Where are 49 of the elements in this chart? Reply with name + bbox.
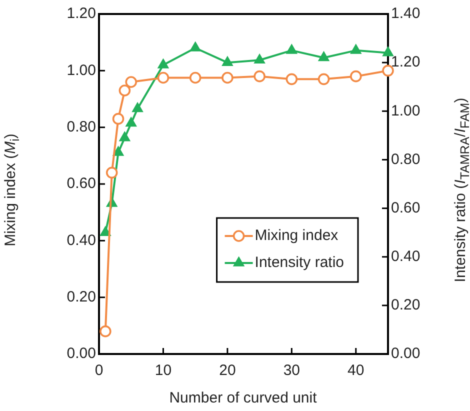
- point: [106, 166, 118, 179]
- x-tick-label: 40: [348, 362, 364, 380]
- point: [158, 59, 168, 68]
- point: [118, 84, 131, 96]
- point: [254, 54, 265, 64]
- y-tick-label: 0.20: [66, 288, 96, 306]
- y2-tick-label: 0.40: [391, 248, 420, 265]
- point: [112, 112, 124, 125]
- point: [254, 70, 266, 82]
- y2-tick-label: 0.80: [391, 150, 420, 168]
- x-tick-label: 10: [154, 362, 172, 380]
- x-axis-title: Number of curved unit: [169, 390, 317, 406]
- point: [119, 132, 130, 142]
- y-tick-label: 0.60: [66, 175, 96, 192]
- y-tick-label: 0.80: [66, 118, 96, 136]
- point: [125, 76, 138, 88]
- y-tick-label: 0.40: [66, 232, 96, 249]
- point: [318, 52, 330, 62]
- legend-label: Intensity ratio: [254, 254, 344, 272]
- x-tick-label: 30: [283, 362, 300, 380]
- point: [382, 64, 394, 77]
- y2-tick-label: 0.00: [391, 345, 420, 362]
- y2-tick-label: 0.60: [391, 199, 420, 216]
- point: [100, 226, 111, 236]
- point: [286, 73, 298, 86]
- point: [157, 72, 170, 84]
- point: [190, 42, 201, 52]
- y2-tick-label: 0.20: [391, 296, 420, 314]
- point: [189, 72, 202, 84]
- y-tick-label: 1.00: [66, 62, 96, 79]
- x-tick-label: 20: [219, 362, 236, 380]
- point: [318, 73, 330, 86]
- point: [286, 44, 297, 54]
- y-tick-label: 1.20: [66, 5, 96, 22]
- point: [350, 44, 362, 54]
- point: [100, 325, 112, 338]
- point: [222, 72, 234, 84]
- y2-tick-label: 1.40: [391, 5, 420, 22]
- y2-tick-label: 1.20: [391, 54, 420, 71]
- point: [382, 46, 394, 56]
- point: [126, 117, 136, 127]
- x-tick-label: 0: [94, 362, 104, 380]
- y-tick-label: 0.00: [66, 345, 96, 362]
- point: [132, 102, 143, 112]
- point: [222, 56, 233, 66]
- point: [350, 70, 362, 82]
- legend-label: Mixing index: [254, 227, 339, 244]
- y2-tick-label: 1.00: [391, 102, 420, 120]
- point: [113, 146, 124, 156]
